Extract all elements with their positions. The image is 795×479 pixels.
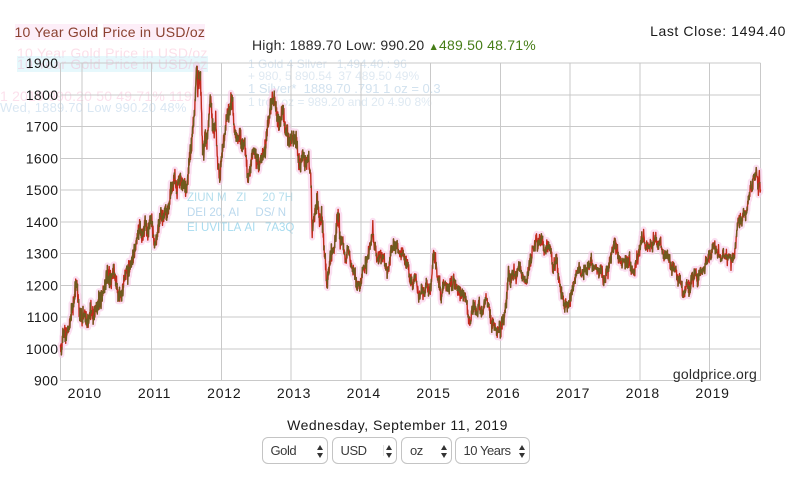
svg-text:2016: 2016	[486, 385, 520, 401]
svg-text:2015: 2015	[416, 385, 450, 401]
svg-text:1200: 1200	[26, 277, 59, 293]
svg-text:1100: 1100	[27, 309, 59, 325]
svg-text:2018: 2018	[626, 385, 660, 401]
svg-text:2011: 2011	[138, 385, 171, 401]
svg-text:1000: 1000	[26, 341, 59, 357]
svg-text:900: 900	[34, 373, 59, 389]
svg-text:1800: 1800	[26, 87, 59, 103]
svg-text:2013: 2013	[277, 385, 311, 401]
svg-text:2010: 2010	[68, 385, 102, 401]
svg-text:1300: 1300	[26, 246, 59, 262]
svg-text:2012: 2012	[207, 385, 241, 401]
svg-text:1500: 1500	[26, 182, 59, 198]
svg-text:1600: 1600	[26, 150, 59, 166]
svg-text:1900: 1900	[26, 55, 59, 71]
svg-text:1400: 1400	[26, 214, 59, 230]
svg-text:goldprice.org: goldprice.org	[673, 366, 757, 382]
svg-text:2017: 2017	[556, 385, 590, 401]
svg-text:1700: 1700	[26, 119, 59, 135]
svg-text:2019: 2019	[695, 385, 729, 401]
svg-text:2014: 2014	[347, 385, 381, 401]
